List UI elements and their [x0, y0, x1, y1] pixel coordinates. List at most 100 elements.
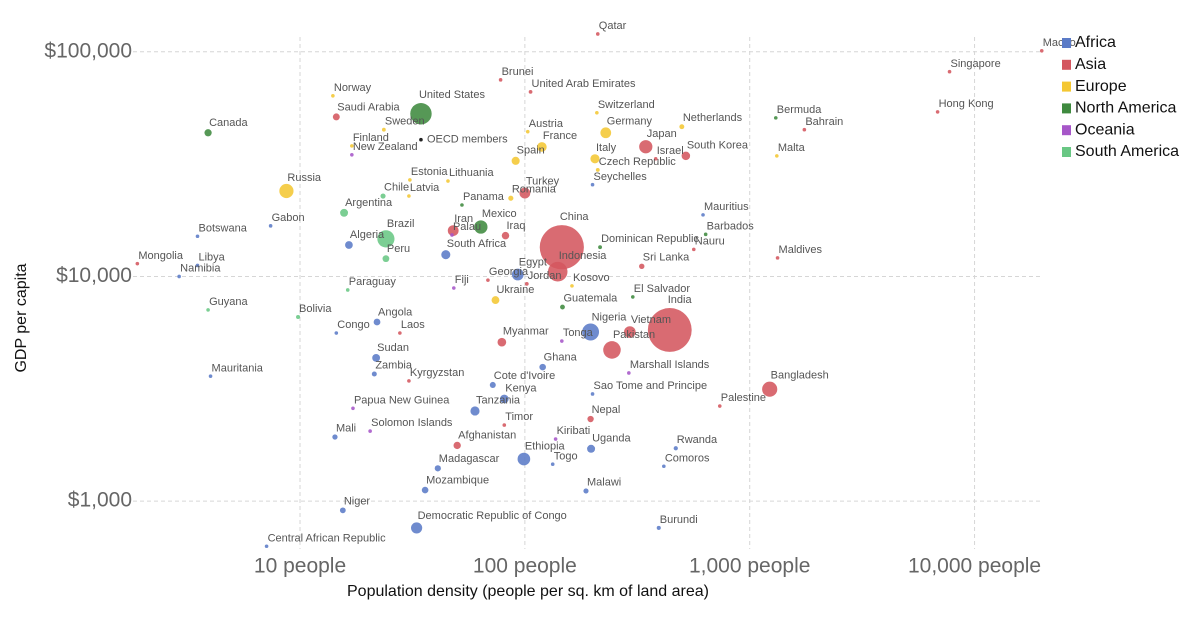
- data-point: [639, 140, 653, 154]
- data-point: [590, 154, 600, 164]
- data-point: [331, 93, 335, 98]
- aggregate-point: [419, 137, 423, 142]
- point-label: Seychelles: [594, 171, 648, 183]
- point-label: Botswana: [199, 222, 248, 234]
- x-axis-title: Population density (people per sq. km of…: [347, 583, 709, 600]
- data-point: [453, 441, 461, 450]
- data-point: [373, 318, 381, 326]
- point-label: Solomon Islands: [371, 417, 453, 429]
- point-label: Hong Kong: [939, 98, 994, 110]
- data-point: [486, 278, 490, 282]
- point-label: Iran: [454, 213, 473, 225]
- legend-swatch: [1062, 103, 1071, 114]
- point-label: Gabon: [272, 212, 305, 224]
- data-point: [177, 274, 181, 279]
- data-point: [775, 256, 780, 260]
- point-label: United States: [419, 89, 486, 101]
- data-point: [206, 308, 210, 312]
- legend-swatch: [1062, 81, 1071, 92]
- point-label: Chile: [384, 181, 409, 193]
- data-point: [539, 225, 584, 270]
- marks: [135, 32, 1044, 549]
- data-point: [595, 111, 599, 115]
- point-label: Czech Republic: [599, 156, 677, 168]
- point-label: El Salvador: [634, 283, 691, 295]
- point-label: Germany: [607, 115, 653, 127]
- data-point: [673, 446, 678, 451]
- data-point: [703, 232, 708, 237]
- point-label: Switzerland: [598, 99, 655, 111]
- data-point: [627, 371, 631, 375]
- point-label: Papua New Guinea: [354, 394, 450, 406]
- point-label: Palau: [453, 221, 481, 233]
- legend-label: Africa: [1075, 34, 1116, 51]
- point-label: Guatemala: [563, 293, 618, 305]
- point-label: Mozambique: [426, 475, 489, 487]
- point-label: Kenya: [505, 383, 537, 395]
- data-point: [600, 127, 612, 139]
- point-label: Israel: [657, 145, 684, 157]
- point-label: Togo: [554, 450, 578, 462]
- point-label: Georgia: [489, 266, 529, 278]
- data-point: [519, 187, 531, 199]
- data-point: [773, 116, 778, 120]
- point-label: Brunei: [502, 66, 534, 78]
- point-label: Uganda: [592, 433, 631, 445]
- point-label: Tanzania: [476, 394, 521, 406]
- data-point: [525, 129, 530, 134]
- y-axis-title: GDP per capita: [13, 263, 30, 372]
- legend-label: South America: [1075, 143, 1179, 160]
- data-point: [553, 437, 558, 441]
- x-tick-label: 10,000 people: [908, 555, 1041, 578]
- point-label: Democratic Republic of Congo: [418, 510, 567, 522]
- point-label: Central African Republic: [268, 532, 387, 544]
- y-tick-label: $100,000: [44, 39, 132, 62]
- data-point: [434, 465, 441, 472]
- point-label: Egypt: [519, 257, 547, 269]
- data-point: [947, 69, 952, 74]
- data-point: [345, 241, 353, 249]
- data-point: [570, 284, 574, 288]
- data-point: [411, 522, 423, 534]
- data-point: [630, 295, 635, 299]
- x-tick-label: 100 people: [473, 555, 577, 578]
- point-label: Timor: [505, 411, 533, 423]
- data-point: [762, 381, 778, 397]
- data-point: [382, 255, 390, 263]
- point-label: Mexico: [482, 208, 517, 220]
- data-point: [340, 208, 349, 217]
- point-label: Mali: [336, 422, 356, 434]
- data-point: [489, 381, 496, 388]
- data-point: [446, 179, 450, 183]
- data-point: [560, 304, 565, 310]
- data-point: [508, 195, 514, 201]
- data-point: [452, 286, 456, 290]
- data-point: [441, 250, 451, 260]
- legend-label: North America: [1075, 100, 1176, 117]
- point-label: Romania: [512, 184, 557, 196]
- point-label: Sweden: [385, 116, 425, 128]
- point-label: Marshall Islands: [630, 359, 710, 371]
- point-label: France: [543, 130, 577, 142]
- data-point: [460, 203, 464, 207]
- point-label: Estonia: [411, 166, 449, 178]
- data-point: [345, 288, 350, 292]
- point-label: Norway: [334, 82, 372, 94]
- point-label: Rwanda: [677, 434, 718, 446]
- point-label: Kiribati: [557, 425, 591, 437]
- data-point: [656, 525, 661, 530]
- data-point: [279, 183, 294, 199]
- x-tick-label: 10 people: [254, 555, 346, 578]
- data-point: [264, 544, 269, 549]
- point-label: Mongolia: [138, 250, 184, 262]
- point-label: Peru: [387, 243, 410, 255]
- point-label: Bermuda: [777, 104, 823, 116]
- legend-label: Europe: [1075, 78, 1127, 95]
- data-point: [502, 423, 507, 427]
- point-label: Fiji: [455, 274, 469, 286]
- point-label: India: [668, 294, 693, 306]
- data-point: [410, 103, 432, 125]
- data-point: [802, 127, 807, 132]
- data-point: [332, 113, 340, 121]
- data-point: [350, 152, 354, 157]
